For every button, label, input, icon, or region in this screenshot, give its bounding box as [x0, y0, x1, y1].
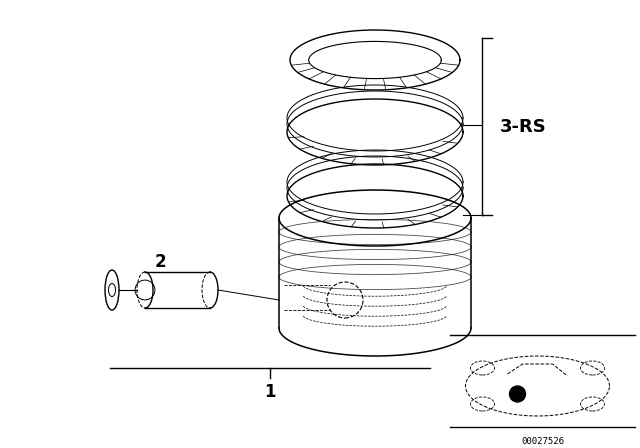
Text: 00027526: 00027526	[521, 436, 564, 445]
Text: 1: 1	[264, 383, 276, 401]
Text: 3-RS: 3-RS	[500, 117, 547, 135]
Circle shape	[509, 386, 525, 402]
Text: 2: 2	[154, 253, 166, 271]
